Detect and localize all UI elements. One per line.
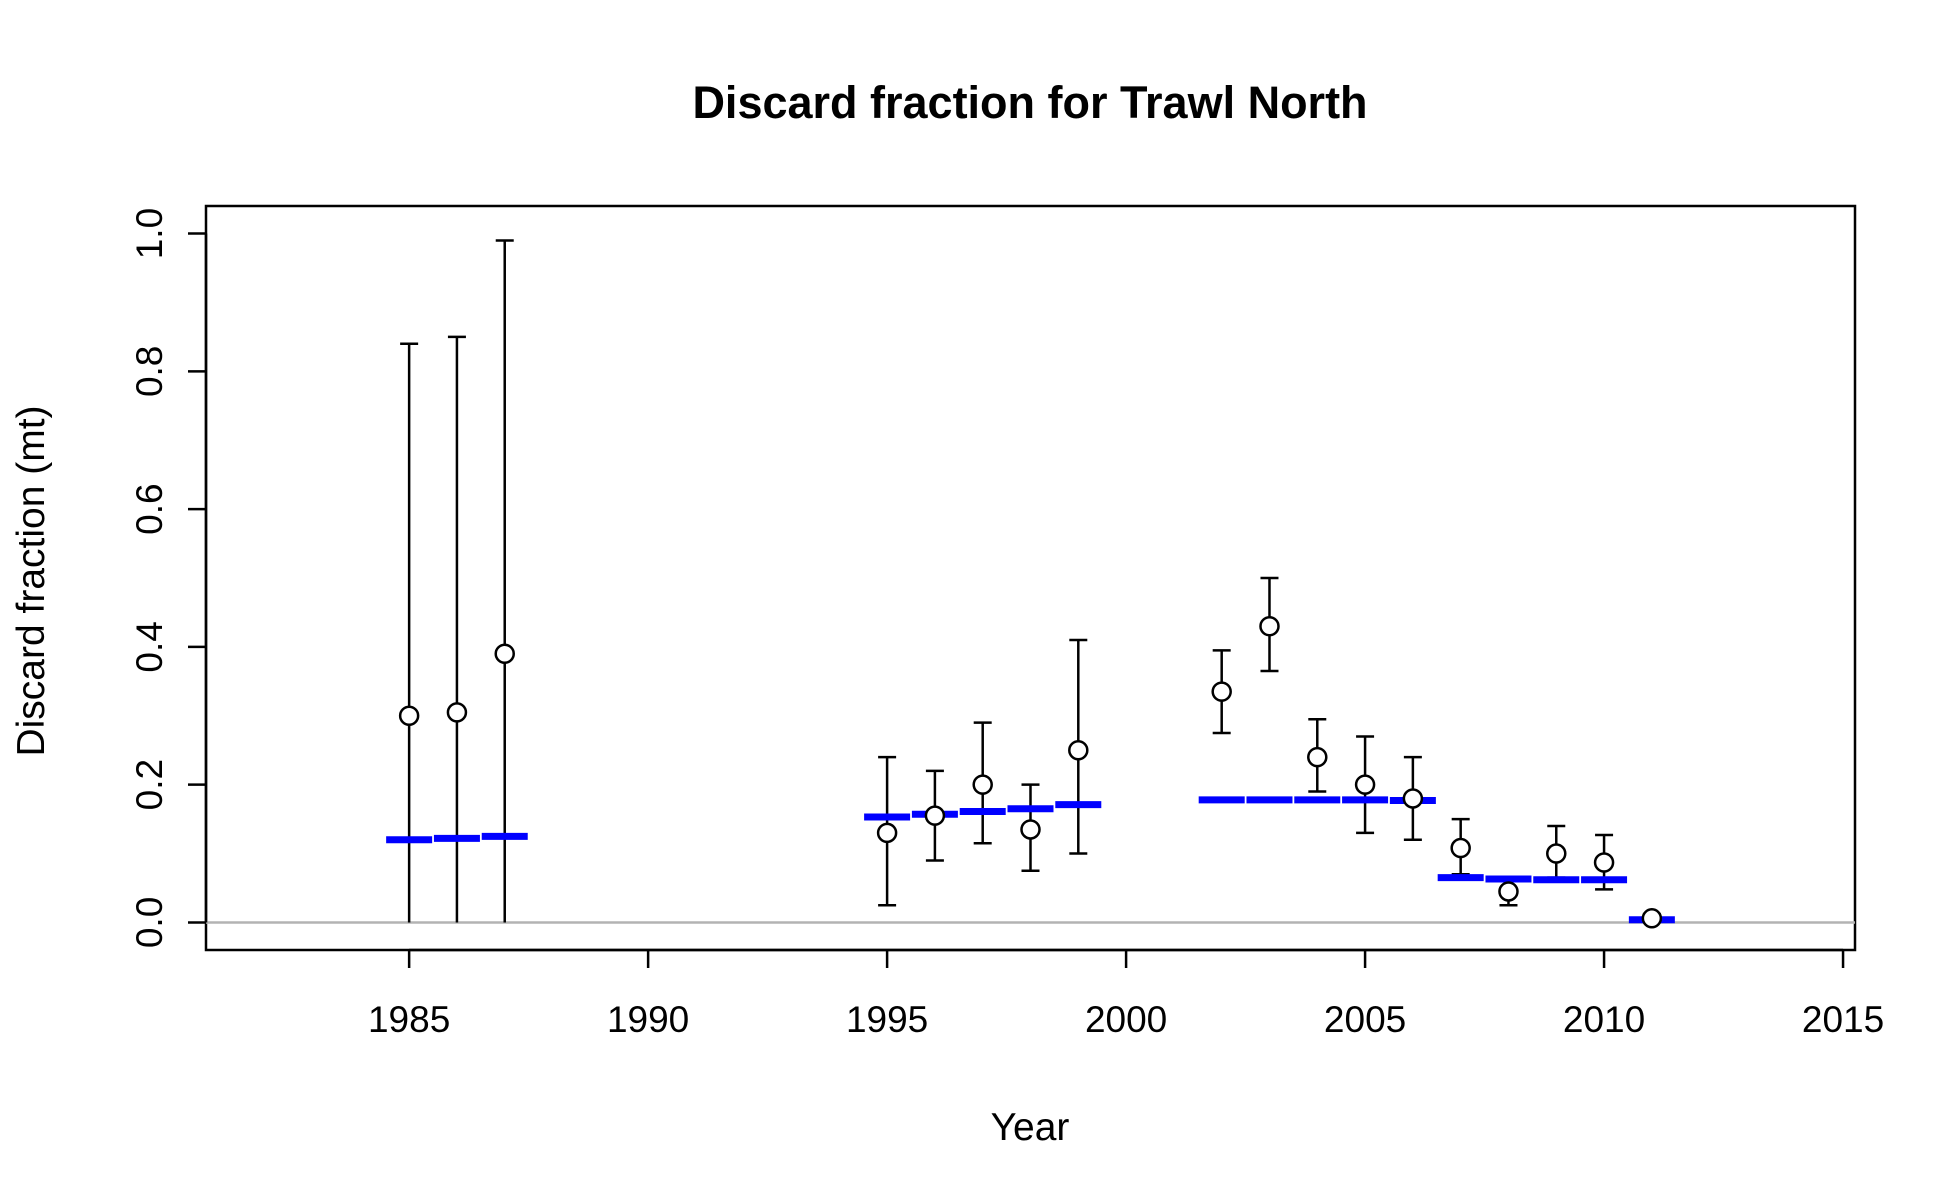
x-tick-label: 1995 [846,999,928,1040]
plot-area: 1985 1990 1995 2000 2005 2010 2015 0.0 0.2 0.4 0.6… [129,204,1884,1040]
observed-point [1307,746,1328,768]
observed-point [876,822,898,844]
observed-point [494,643,515,665]
observed-point [1450,837,1471,859]
observed-point [1641,908,1663,929]
x-tick-label: 2015 [1802,999,1884,1040]
y-tick-label: 0.6 [129,483,170,534]
x-tick-label: 1990 [607,999,689,1040]
observed-point [924,805,946,826]
observed-point [1402,788,1424,809]
y-tick-label: 0.4 [129,621,170,672]
observed-point [446,702,468,723]
x-tick-label: 2005 [1324,999,1406,1040]
chart-title: Discard fraction for Trawl North [692,77,1367,128]
observed-point [972,774,993,795]
x-tick-label: 2010 [1563,999,1645,1040]
y-tick-label: 0.2 [129,759,170,810]
observed-point [1068,739,1089,761]
x-axis-label: Year [991,1106,1070,1149]
observed-point [398,705,420,727]
observed-point [1498,881,1519,902]
y-tick-label: 0.8 [129,346,170,397]
observed-point [1020,819,1041,840]
observed-point [1211,681,1232,702]
observed-point [1593,852,1615,873]
observed-point [1546,843,1567,864]
y-tick-label: 1.0 [129,208,170,259]
observed-point [1354,774,1376,795]
x-tick-label: 2000 [1085,999,1167,1040]
observed-point [1259,615,1280,637]
x-tick-label: 1985 [368,999,450,1040]
y-axis-label: Discard fraction (mt) [10,405,53,756]
y-tick-label: 0.0 [129,897,170,948]
